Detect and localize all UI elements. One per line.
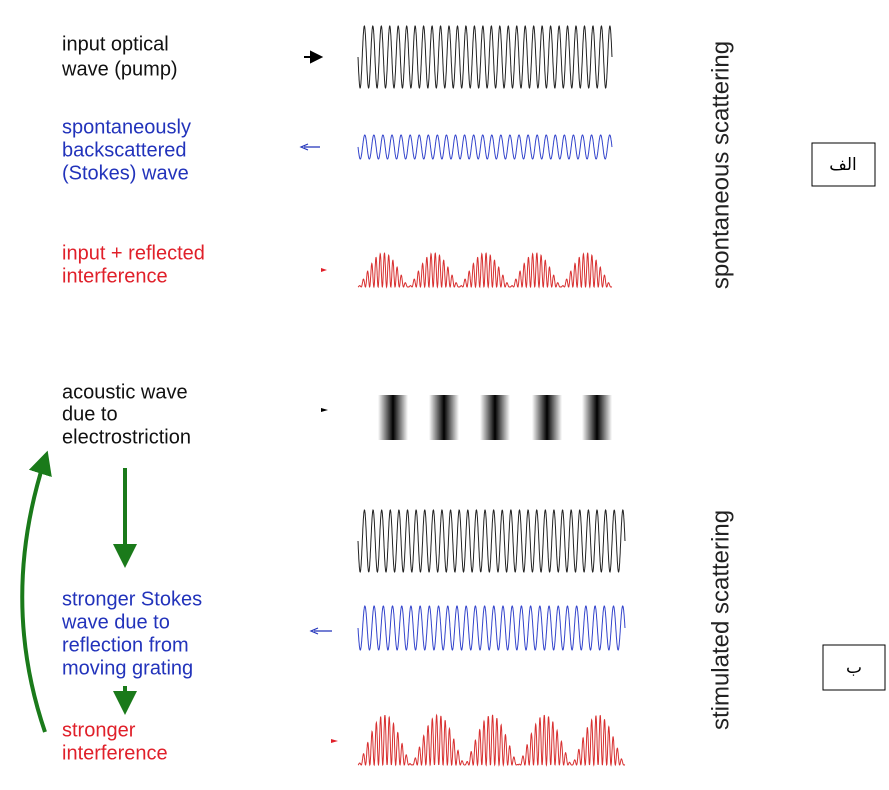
arrow bbox=[331, 739, 338, 743]
wave bbox=[358, 253, 612, 287]
box-label: ب bbox=[846, 658, 862, 678]
label-line: wave (pump) bbox=[61, 58, 178, 80]
acoustic-grating bbox=[378, 395, 612, 440]
label-line: wave due to bbox=[61, 611, 170, 633]
arrow bbox=[321, 268, 327, 272]
label-line: stronger bbox=[62, 719, 136, 741]
box-label: الف bbox=[829, 155, 857, 175]
label-line: interference bbox=[62, 742, 168, 764]
label-line: moving grating bbox=[62, 657, 193, 679]
label-line: input optical bbox=[62, 33, 169, 55]
side-label: stimulated scattering bbox=[707, 510, 734, 730]
side-label: spontaneous scattering bbox=[707, 41, 734, 289]
wave bbox=[358, 510, 625, 572]
feedback-arrow bbox=[22, 462, 45, 732]
wave bbox=[358, 26, 612, 88]
arrow bbox=[304, 52, 321, 62]
label-line: stronger Stokes bbox=[62, 588, 202, 610]
label-line: due to bbox=[62, 403, 118, 425]
label-line: interference bbox=[62, 265, 168, 287]
label-line: input + reflected bbox=[62, 242, 205, 264]
label-line: electrostriction bbox=[62, 426, 191, 448]
label-line: spontaneously bbox=[62, 116, 191, 138]
arrow bbox=[311, 628, 332, 634]
label-line: backscattered bbox=[62, 139, 187, 161]
wave bbox=[358, 606, 625, 650]
label-line: acoustic wave bbox=[62, 381, 188, 403]
page: input optical wave (pump) spontaneously … bbox=[0, 0, 889, 785]
wave bbox=[358, 715, 625, 765]
label-line: (Stokes) wave bbox=[62, 162, 189, 184]
label-line: reflection from bbox=[62, 634, 189, 656]
wave bbox=[358, 135, 612, 159]
arrow bbox=[301, 144, 320, 150]
arrow bbox=[321, 408, 328, 412]
